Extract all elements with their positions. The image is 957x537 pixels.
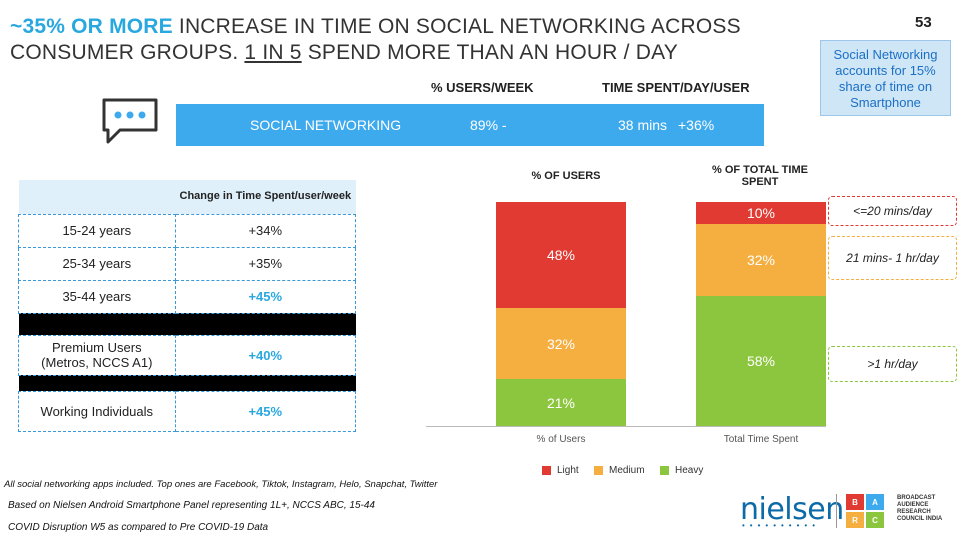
legend-swatch	[542, 466, 551, 475]
header-time-spent: TIME SPENT/DAY/USER	[602, 80, 750, 95]
table-header-change: Change in Time Spent/user/week	[175, 180, 356, 214]
table-row: Working Individuals +45%	[18, 390, 357, 432]
footnote-apps: All social networking apps included. Top…	[4, 479, 438, 490]
bar-segment-light: 10%	[696, 202, 826, 225]
social-change: +36%	[678, 117, 715, 133]
bar-segment-heavy: 21%	[496, 379, 626, 426]
data-label: 32%	[746, 252, 776, 269]
row-label: Working Individuals	[18, 390, 176, 432]
footnote-covid: COVID Disruption W5 as compared to Pre C…	[8, 522, 269, 533]
data-label: 32%	[546, 335, 576, 352]
x-label-users: % of Users	[536, 434, 586, 445]
table-header-blank	[18, 180, 176, 214]
range-heavy: >1 hr/day	[828, 346, 957, 382]
title-text-end: SPEND MORE THAN AN HOUR / DAY	[301, 41, 678, 64]
legend-medium: Medium	[594, 465, 645, 476]
social-time: 38 mins	[618, 117, 668, 133]
bar-segment-medium: 32%	[696, 224, 826, 297]
x-label-time: Total Time Spent	[723, 434, 799, 445]
social-users: 89% -	[470, 117, 507, 133]
bar-segment-heavy: 58%	[696, 296, 826, 426]
chart-baseline	[426, 426, 826, 427]
time-change-table: Change in Time Spent/user/week 15-24 yea…	[18, 180, 357, 432]
chat-bubble-icon	[102, 98, 158, 144]
social-networking-bar: SOCIAL NETWORKING 89% - 38 mins +36%	[176, 104, 764, 146]
legend-light: Light	[542, 465, 579, 476]
page-number: 53	[915, 14, 932, 31]
row-label: 15-24 years	[18, 213, 176, 248]
row-value: +34%	[174, 213, 357, 248]
data-label: 10%	[746, 205, 776, 222]
row-value: +45%	[174, 279, 357, 314]
nielsen-logo: nielsen	[740, 492, 844, 527]
data-label: 58%	[746, 353, 776, 370]
callout-box: Social Networking accounts for 15% share…	[820, 40, 951, 116]
title-highlight: ~35% OR MORE	[10, 15, 173, 38]
range-medium: 21 mins- 1 hr/day	[828, 236, 957, 280]
logo-divider	[836, 494, 837, 528]
row-value: +40%	[174, 334, 357, 376]
row-label: Premium Users (Metros, NCCS A1)	[18, 334, 176, 376]
footnote-panel: Based on Nielsen Android Smartphone Pane…	[8, 500, 375, 511]
row-value: +35%	[174, 246, 357, 281]
header-users-week: % USERS/WEEK	[431, 80, 534, 95]
row-label: 35-44 years	[18, 279, 176, 314]
table-divider	[18, 375, 356, 391]
data-label: 48%	[546, 247, 576, 264]
table-row: Premium Users (Metros, NCCS A1) +40%	[18, 334, 357, 376]
chart-column-title-time: % OF TOTAL TIME SPENT	[712, 164, 808, 188]
chart-column-title-users: % OF USERS	[531, 170, 601, 182]
table-divider	[18, 313, 356, 335]
legend-swatch	[660, 466, 669, 475]
legend-heavy: Heavy	[660, 465, 703, 476]
legend-swatch	[594, 466, 603, 475]
social-label: SOCIAL NETWORKING	[250, 117, 402, 133]
table-row: 15-24 years +34%	[18, 213, 357, 248]
bar-segment-medium: 32%	[496, 308, 626, 380]
row-value: +45%	[174, 390, 357, 432]
barc-text: BROADCAST AUDIENCE RESEARCH COUNCIL INDI…	[897, 495, 943, 522]
title-text: INCREASE IN TIME ON SOCIAL NETWORKING AC…	[10, 15, 741, 64]
table-row: 35-44 years +45%	[18, 279, 357, 314]
nielsen-dots: ••••••••••	[742, 521, 821, 530]
bar-segment-light: 48%	[496, 202, 626, 309]
barc-logo: B A R C	[846, 494, 886, 528]
range-light: <=20 mins/day	[828, 196, 957, 226]
title-underlined: 1 IN 5	[244, 41, 302, 64]
page-title: ~35% OR MORE INCREASE IN TIME ON SOCIAL …	[10, 14, 810, 66]
data-label: 21%	[546, 394, 576, 411]
table-row: 25-34 years +35%	[18, 246, 357, 281]
